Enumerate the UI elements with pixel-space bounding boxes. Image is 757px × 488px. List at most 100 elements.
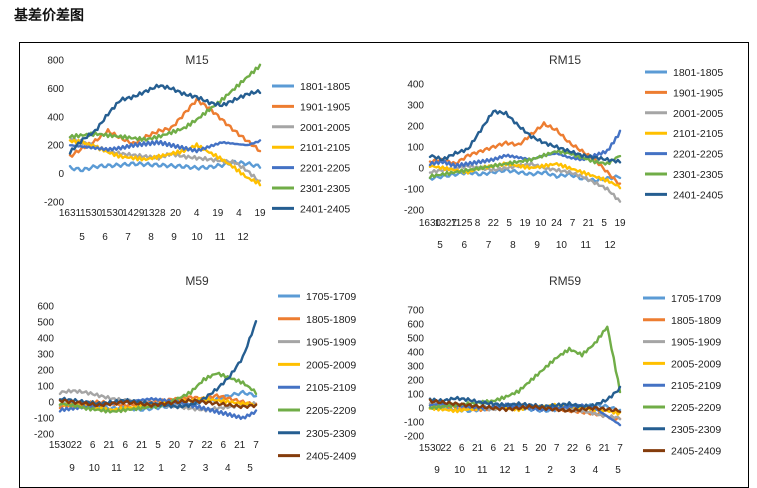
x-month-label: 12	[499, 465, 511, 476]
legend-label: 2101-2105	[673, 128, 723, 140]
legend-label: 2405-2409	[306, 451, 356, 463]
legend-label: 2301-2305	[300, 183, 350, 195]
x-month-label: 4	[593, 465, 599, 476]
y-tick-label: 0	[418, 164, 424, 175]
legend-label: 2001-2005	[673, 108, 723, 120]
x-tick-label: 1530	[80, 208, 103, 219]
x-month-label: 10	[454, 465, 466, 476]
x-tick-label: 19	[519, 218, 531, 229]
x-month-label: 2	[547, 465, 553, 476]
y-tick-label: 600	[407, 320, 424, 331]
x-tick-label: 6	[90, 440, 96, 451]
x-tick-label: 5	[506, 218, 512, 229]
y-tick-label: 300	[37, 350, 54, 361]
legend-label: 2001-2005	[300, 122, 350, 134]
x-tick-label: 19	[212, 208, 224, 219]
x-tick-label: 1630	[419, 218, 442, 229]
x-month-label: 6	[102, 232, 108, 243]
y-tick-label: 600	[47, 84, 64, 95]
x-tick-label: 1328	[143, 208, 166, 219]
legend-label: 2201-2205	[673, 149, 723, 161]
x-tick-label: 10	[535, 218, 547, 229]
legend-label: 1801-1805	[300, 81, 350, 93]
x-month-label: 9	[171, 232, 177, 243]
legend-label: 2201-2205	[300, 163, 350, 175]
x-tick-label: 5	[601, 218, 607, 229]
x-month-label: 1	[525, 465, 531, 476]
x-tick-label: 1530	[49, 440, 72, 451]
x-month-label: 5	[79, 232, 85, 243]
y-tick-label: 200	[37, 366, 54, 377]
legend-label: 1705-1709	[306, 291, 356, 303]
x-month-label: 11	[215, 232, 226, 243]
legend-label: 2105-2109	[306, 382, 356, 394]
legend-label: 2305-2309	[306, 428, 356, 440]
x-tick-label: 1631	[59, 208, 82, 219]
x-month-label: 3	[570, 465, 576, 476]
x-tick-label: 22	[488, 218, 500, 229]
y-tick-label: 200	[407, 376, 424, 387]
x-tick-label: 24	[551, 218, 563, 229]
x-month-label: 1	[158, 463, 164, 474]
x-tick-label: 7	[617, 443, 623, 454]
y-tick-label: 100	[37, 382, 54, 393]
x-tick-label: 5	[155, 440, 161, 451]
x-month-label: 9	[69, 463, 75, 474]
x-tick-label: 21	[599, 443, 611, 454]
x-month-label: 9	[434, 465, 440, 476]
x-tick-label: 1327	[435, 218, 458, 229]
x-tick-label: 6	[221, 440, 227, 451]
x-tick-label: 20	[169, 440, 181, 451]
y-tick-label: 800	[47, 56, 64, 67]
legend-label: 1901-1905	[300, 101, 350, 113]
y-tick-label: 400	[47, 112, 64, 123]
x-tick-label: 19	[614, 218, 626, 229]
x-month-label: 9	[534, 240, 540, 251]
x-tick-label: 21	[504, 443, 516, 454]
chart-title: M59	[185, 274, 209, 288]
x-tick-label: 6	[491, 443, 497, 454]
legend-label: 2405-2409	[671, 446, 721, 458]
x-tick-label: 21	[583, 218, 595, 229]
y-tick-label: -100	[404, 418, 424, 429]
legend-label: 2205-2209	[671, 402, 721, 414]
page-title: 基差价差图	[14, 8, 84, 24]
series-line	[428, 398, 622, 413]
x-tick-label: 7	[554, 443, 560, 454]
y-tick-label: 200	[47, 141, 64, 152]
legend-label: 1801-1805	[673, 67, 723, 79]
legend-label: 2301-2305	[673, 169, 723, 181]
x-month-label: 3	[203, 463, 209, 474]
x-month-label: 11	[581, 240, 592, 251]
x-tick-label: 22	[440, 443, 452, 454]
legend-label: 2401-2405	[300, 203, 350, 215]
x-month-label: 5	[247, 463, 253, 474]
y-tick-label: 400	[407, 348, 424, 359]
x-tick-label: 1429	[122, 208, 145, 219]
x-month-label: 6	[462, 240, 468, 251]
x-tick-label: 4	[236, 208, 242, 219]
x-month-label: 10	[191, 232, 203, 243]
x-month-label: 12	[237, 232, 249, 243]
y-tick-label: -200	[404, 432, 424, 443]
x-tick-label: 6	[123, 440, 129, 451]
legend-label: 2005-2009	[671, 358, 721, 370]
legend-label: 1905-1909	[671, 337, 721, 349]
x-month-label: 7	[486, 240, 492, 251]
series-line	[428, 121, 622, 186]
x-tick-label: 20	[535, 443, 547, 454]
legend-label: 2101-2105	[300, 142, 350, 154]
y-tick-label: 100	[407, 390, 424, 401]
x-tick-label: 7	[570, 218, 576, 229]
y-tick-label: 0	[418, 404, 424, 415]
x-month-label: 11	[477, 465, 488, 476]
series-line	[58, 396, 258, 420]
x-month-label: 10	[89, 463, 101, 474]
x-month-label: 5	[615, 465, 621, 476]
legend-label: 1805-1809	[306, 314, 356, 326]
y-tick-label: 0	[58, 169, 64, 180]
y-tick-label: 500	[407, 334, 424, 345]
x-tick-label: 21	[103, 440, 115, 451]
x-tick-label: 20	[170, 208, 182, 219]
